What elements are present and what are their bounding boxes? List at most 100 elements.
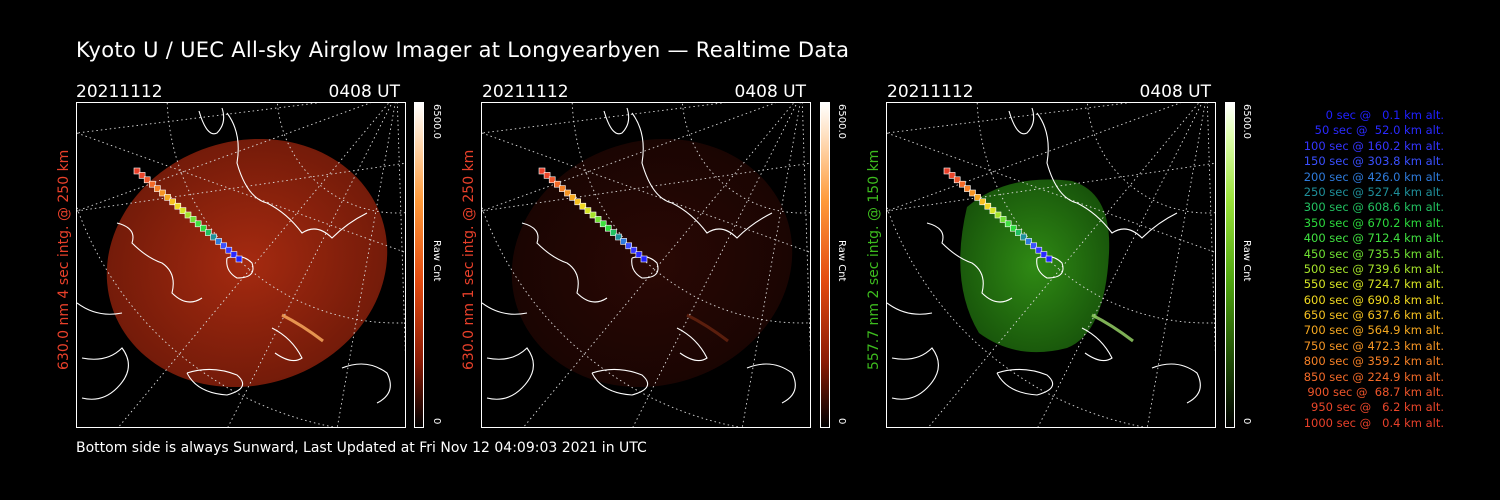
legend-row: 700 sec @ 564.9 km alt. — [1303, 323, 1444, 338]
track-marker — [194, 220, 202, 228]
track-marker — [1045, 255, 1053, 263]
legend-row: 0 sec @ 0.1 km alt. — [1325, 108, 1444, 122]
legend-row: 750 sec @ 472.3 km alt. — [1303, 338, 1444, 353]
track-marker — [235, 255, 243, 263]
legend-row: 150 sec @ 303.8 km alt. — [1303, 154, 1444, 169]
track-marker — [205, 229, 212, 236]
panel-3-date: 20211112 — [887, 82, 974, 102]
track-marker — [605, 224, 612, 232]
track-marker — [953, 176, 961, 184]
track-marker — [574, 198, 581, 206]
track-marker — [548, 176, 556, 184]
track-marker — [149, 180, 156, 188]
panel-2-wavelength-label: 630.0 nm 1 sec intg. @ 250 km — [461, 149, 477, 370]
track-marker — [179, 207, 187, 214]
allsky-image — [77, 103, 405, 427]
footer-status: Bottom side is always Sunward, Last Upda… — [76, 440, 647, 456]
track-marker — [210, 233, 217, 241]
panel-2-colorbar-min: 0 — [836, 418, 847, 425]
legend-row: 1000 sec @ 0.4 km alt. — [1303, 415, 1444, 430]
legend-row: 900 sec @ 68.7 km alt. — [1307, 385, 1444, 400]
track-marker — [169, 198, 176, 206]
track-marker — [625, 242, 632, 250]
track-marker — [1030, 242, 1037, 250]
track-marker — [164, 194, 171, 201]
panel-1-image — [76, 102, 406, 428]
legend-row: 200 sec @ 426.0 km alt. — [1303, 169, 1444, 184]
legend-row: 50 sec @ 52.0 km alt. — [1314, 123, 1444, 138]
track-marker — [1015, 229, 1022, 236]
track-marker — [1020, 233, 1027, 241]
track-marker — [1025, 238, 1032, 245]
panel-3-colorbar-min: 0 — [1241, 418, 1252, 425]
track-marker — [635, 251, 643, 258]
panel-3-time: 0408 UT — [1139, 82, 1212, 102]
panel-3-colorbar — [1225, 102, 1235, 428]
satellite-track — [943, 167, 1053, 263]
track-marker — [554, 180, 561, 188]
panel-1-colorbar-min: 0 — [431, 418, 442, 425]
legend-row: 550 sec @ 724.7 km alt. — [1303, 277, 1444, 292]
satellite-track — [133, 167, 243, 263]
legend-row: 650 sec @ 637.6 km alt. — [1303, 308, 1444, 323]
track-marker — [579, 202, 587, 210]
track-marker — [143, 176, 151, 184]
panel-2-colorbar-max: 6500.0 — [836, 104, 847, 139]
panel-3-colorbar-title: Raw Cnt — [1241, 240, 1252, 282]
track-marker — [189, 216, 197, 223]
legend-row: 850 sec @ 224.9 km alt. — [1303, 369, 1444, 384]
track-marker — [989, 207, 997, 214]
track-marker — [620, 238, 627, 245]
legend-row: 350 sec @ 670.2 km alt. — [1303, 215, 1444, 230]
legend-row: 250 sec @ 527.4 km alt. — [1303, 184, 1444, 199]
legend-row: 950 sec @ 6.2 km alt. — [1311, 400, 1444, 415]
track-marker — [1035, 246, 1043, 254]
panel-2-colorbar — [820, 102, 830, 428]
track-marker — [538, 167, 546, 175]
track-marker — [610, 229, 617, 236]
track-marker — [569, 194, 576, 201]
track-marker — [1040, 251, 1048, 258]
airglow-disk — [511, 138, 793, 388]
track-marker — [584, 207, 592, 214]
track-marker — [1010, 224, 1017, 232]
track-marker — [133, 167, 141, 175]
track-marker — [220, 242, 227, 250]
panel-3-wavelength-label: 557.7 nm 2 sec intg. @ 150 km — [866, 149, 882, 370]
track-marker — [974, 194, 981, 201]
track-marker — [543, 172, 551, 179]
page-title: Kyoto U / UEC All-sky Airglow Imager at … — [76, 38, 850, 62]
track-marker — [979, 198, 986, 206]
allsky-image — [887, 103, 1215, 427]
track-marker — [964, 185, 971, 192]
panel-2-date: 20211112 — [482, 82, 569, 102]
track-marker — [984, 202, 992, 210]
track-marker — [948, 172, 956, 179]
track-marker — [200, 224, 207, 232]
track-legend: 0 sec @ 0.1 km alt. 50 sec @ 52.0 km alt.… — [1256, 108, 1444, 431]
panel-3-colorbar-max: 6500.0 — [1241, 104, 1252, 139]
panel-1-time: 0408 UT — [328, 82, 401, 102]
track-marker — [1004, 220, 1012, 228]
panel-3-image — [886, 102, 1216, 428]
track-marker — [184, 211, 192, 219]
track-marker — [994, 211, 1002, 219]
track-marker — [159, 189, 166, 197]
allsky-image — [482, 103, 810, 427]
track-marker — [225, 246, 233, 254]
panel-1-date: 20211112 — [76, 82, 163, 102]
track-marker — [154, 185, 161, 192]
legend-row: 800 sec @ 359.2 km alt. — [1303, 354, 1444, 369]
panel-1-wavelength-label: 630.0 nm 4 sec intg. @ 250 km — [56, 149, 72, 370]
panel-1-colorbar — [414, 102, 424, 428]
airglow-disk — [106, 138, 388, 388]
track-marker — [943, 167, 951, 175]
track-marker — [230, 251, 238, 258]
legend-row: 300 sec @ 608.6 km alt. — [1303, 200, 1444, 215]
track-marker — [589, 211, 597, 219]
track-marker — [564, 189, 571, 197]
track-marker — [959, 180, 966, 188]
track-marker — [640, 255, 648, 263]
track-marker — [138, 172, 146, 179]
panel-1-colorbar-max: 6500.0 — [431, 104, 442, 139]
